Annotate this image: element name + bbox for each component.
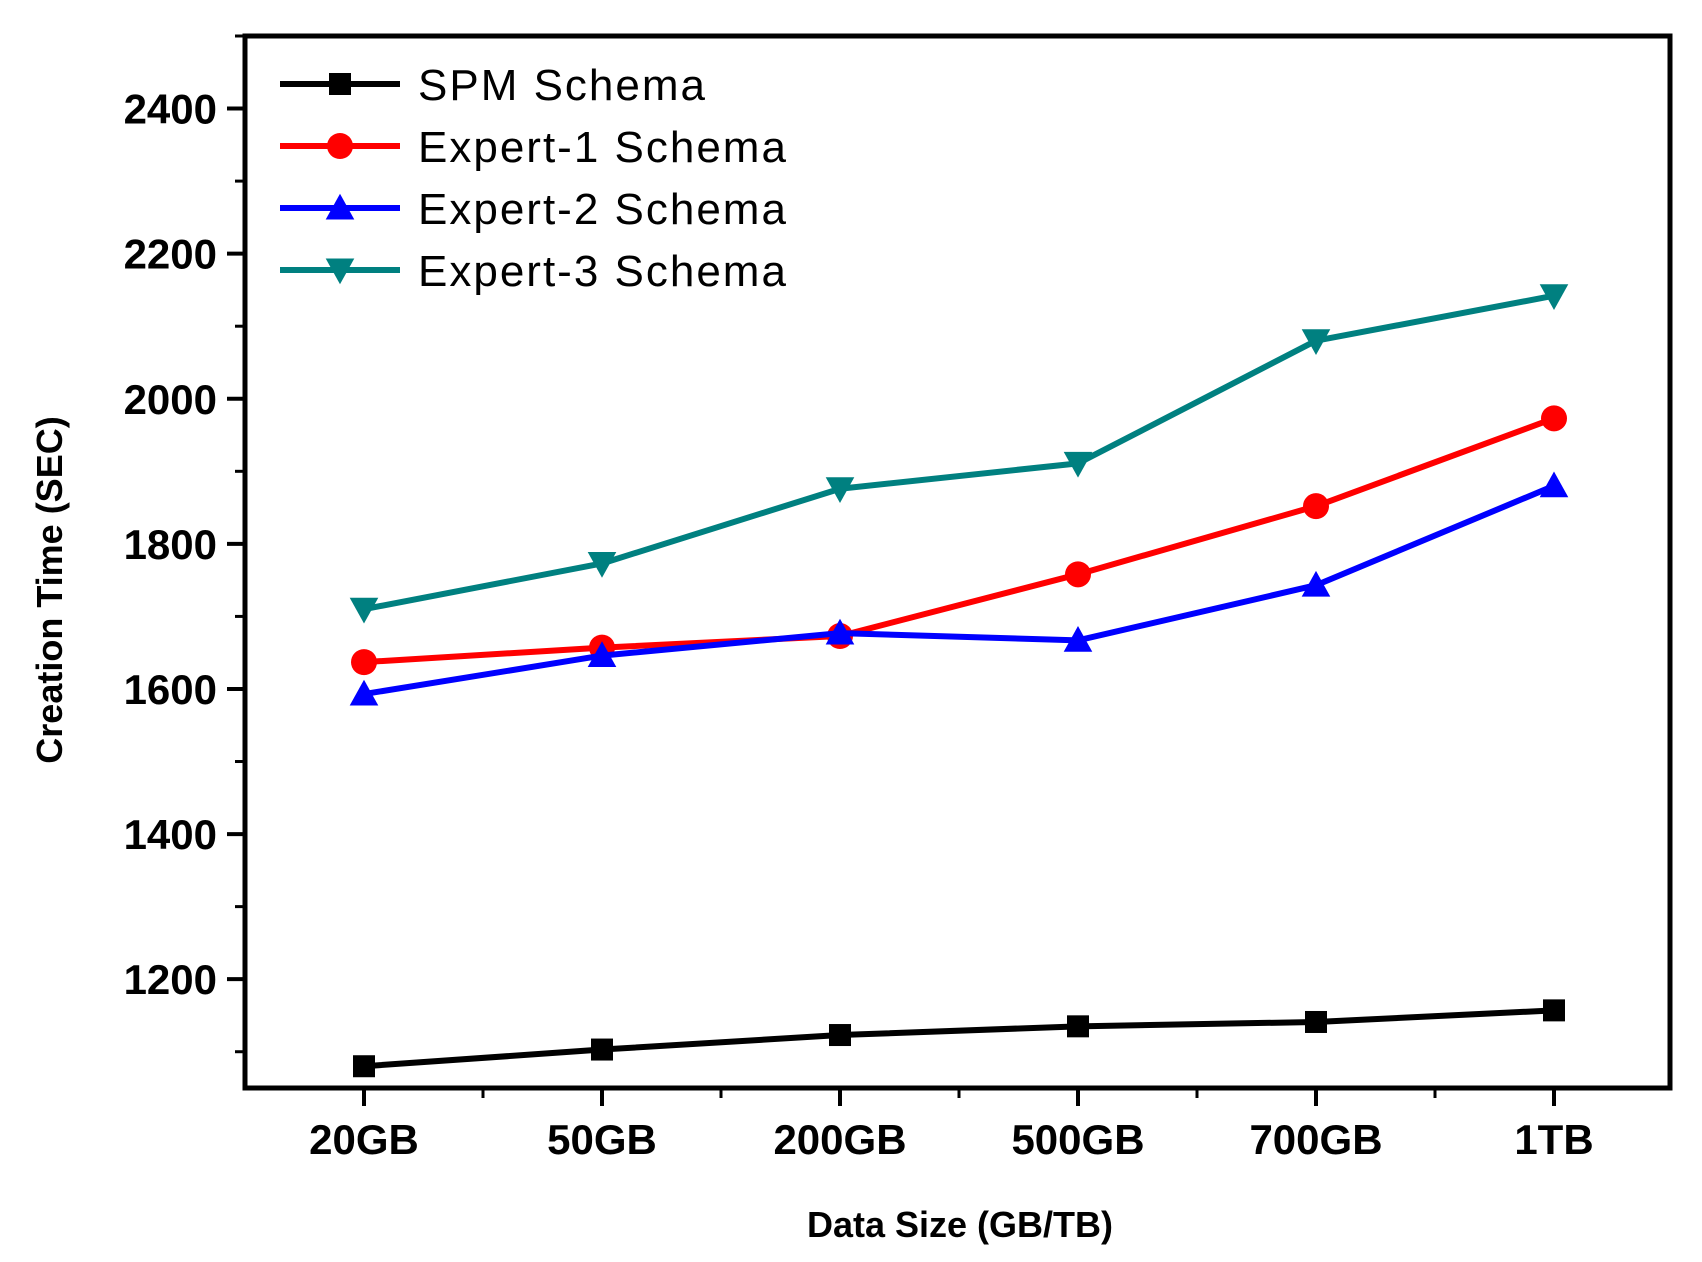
legend-label: Expert-1 Schema xyxy=(418,123,788,172)
axes: 1200 1400 1600 1800 2000 2200 2400 20GB 50GB 200G… xyxy=(124,33,1673,1163)
data-point xyxy=(329,73,351,95)
data-point xyxy=(351,649,377,676)
data-point xyxy=(1063,626,1093,652)
data-point xyxy=(1067,1015,1089,1038)
data-point xyxy=(587,552,617,578)
y-tick-label: 1200 xyxy=(124,956,217,1003)
data-point xyxy=(825,618,855,645)
series-line xyxy=(363,483,1556,698)
data-point xyxy=(1063,451,1093,478)
y-tick-label: 1600 xyxy=(124,666,217,713)
data-point xyxy=(1539,471,1569,498)
legend: SPM Schema Expert-1 Schema Expert-2 Schema… xyxy=(280,61,788,296)
data-point xyxy=(349,679,379,706)
x-tick-label: 1TB xyxy=(1514,1116,1593,1163)
legend-item: SPM Schema xyxy=(280,61,707,110)
x-tick-label: 700GB xyxy=(1249,1116,1382,1163)
data-point xyxy=(327,133,353,159)
data-point xyxy=(1301,329,1331,356)
data-point xyxy=(587,641,617,668)
legend-item: Expert-3 Schema xyxy=(280,247,788,296)
data-point xyxy=(1543,999,1565,1022)
series-4 xyxy=(349,284,1569,624)
x-tick-label: 50GB xyxy=(547,1116,657,1163)
data-point xyxy=(325,258,355,285)
series-1 xyxy=(353,999,1565,1078)
y-tick-label: 2200 xyxy=(124,231,217,278)
data-point xyxy=(591,1038,613,1061)
series-line xyxy=(363,415,1556,666)
y-axis-title: Creation Time (SEC) xyxy=(29,416,70,763)
data-point xyxy=(1541,405,1567,432)
data-point xyxy=(1539,284,1569,311)
data-point xyxy=(353,1055,375,1078)
data-point xyxy=(1065,561,1091,588)
x-tick-label: 500GB xyxy=(1011,1116,1144,1163)
legend-item: Expert-1 Schema xyxy=(280,123,788,172)
y-tick-label: 2400 xyxy=(124,86,217,133)
data-point xyxy=(325,193,355,220)
data-point xyxy=(1301,570,1331,597)
data-point xyxy=(1303,493,1329,520)
data-point xyxy=(349,597,379,624)
series-line xyxy=(363,1007,1555,1070)
data-point xyxy=(829,1024,851,1047)
legend-label: Expert-3 Schema xyxy=(418,247,788,296)
series-group xyxy=(349,284,1569,1078)
series-line xyxy=(363,292,1555,613)
y-tick-label: 2000 xyxy=(124,376,217,423)
series-3 xyxy=(349,471,1569,706)
legend-label: SPM Schema xyxy=(418,61,707,110)
x-tick-label: 200GB xyxy=(773,1116,906,1163)
legend-item: Expert-2 Schema xyxy=(280,185,788,234)
legend-label: Expert-2 Schema xyxy=(418,185,788,234)
y-tick-label: 1800 xyxy=(124,521,217,568)
data-point xyxy=(825,477,855,504)
x-axis-title: Data Size (GB/TB) xyxy=(807,1204,1113,1245)
x-tick-label: 20GB xyxy=(309,1116,419,1163)
y-tick-label: 1400 xyxy=(124,811,217,858)
data-point xyxy=(1305,1010,1327,1033)
